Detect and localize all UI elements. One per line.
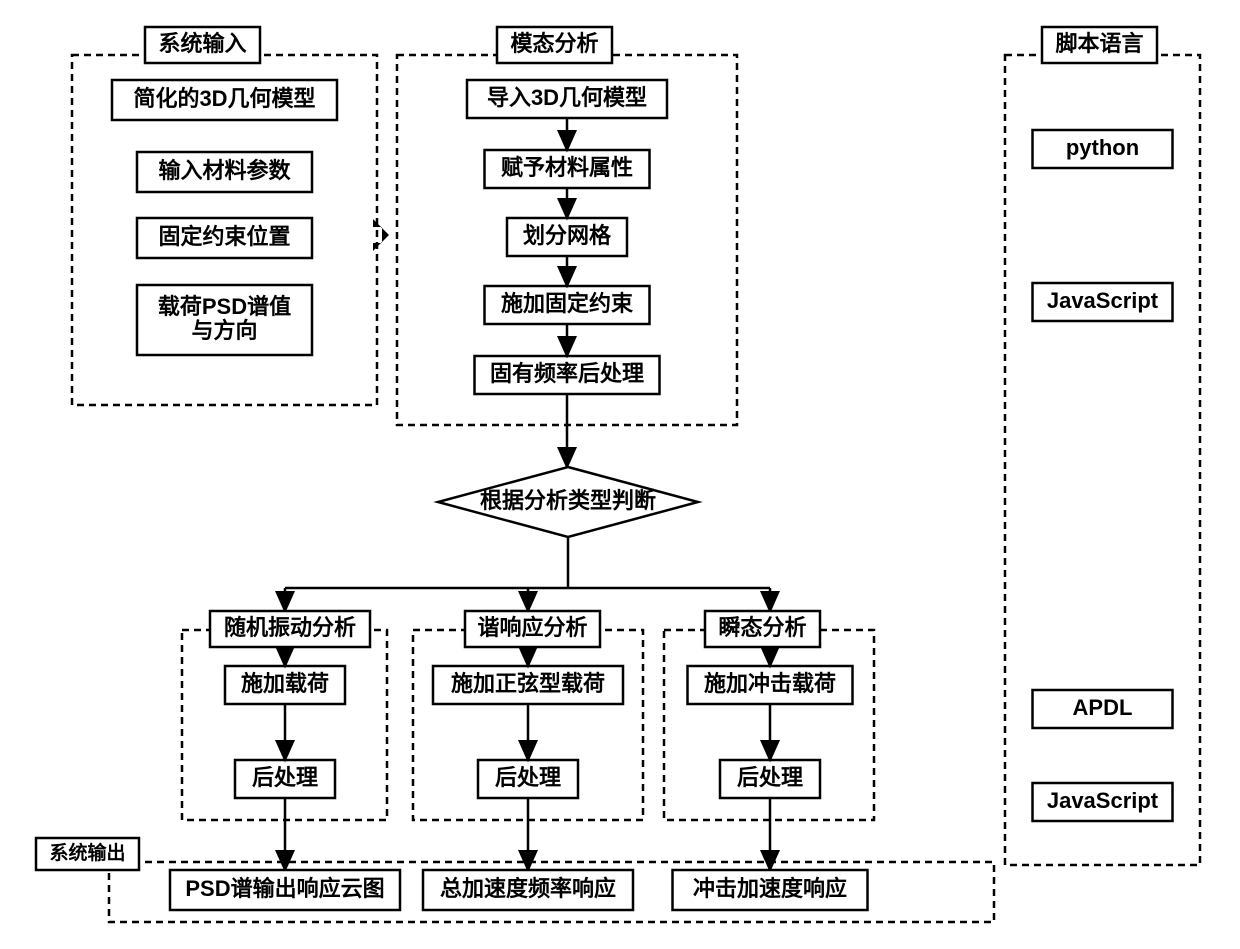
svg-text:后处理: 后处理 (252, 765, 318, 790)
svg-text:系统输入: 系统输入 (158, 31, 246, 56)
svg-text:脚本语言: 脚本语言 (1055, 31, 1143, 56)
svg-text:JavaScript: JavaScript (1047, 788, 1159, 813)
svg-text:python: python (1066, 135, 1139, 160)
svg-text:后处理: 后处理 (737, 765, 803, 790)
svg-text:划分网格: 划分网格 (523, 223, 612, 248)
svg-text:总加速度频率响应: 总加速度频率响应 (440, 876, 616, 901)
svg-text:谐响应分析: 谐响应分析 (477, 615, 587, 640)
svg-text:JavaScript: JavaScript (1047, 288, 1159, 313)
svg-text:简化的3D几何模型: 简化的3D几何模型 (133, 86, 315, 111)
svg-text:固定约束位置: 固定约束位置 (158, 224, 290, 249)
svg-text:APDL: APDL (1073, 695, 1133, 720)
svg-text:载荷PSD谱值: 载荷PSD谱值 (158, 294, 291, 319)
svg-text:施加冲击载荷: 施加冲击载荷 (704, 671, 836, 696)
svg-text:固有频率后处理: 固有频率后处理 (490, 361, 644, 386)
svg-text:导入3D几何模型: 导入3D几何模型 (487, 85, 647, 110)
svg-text:后处理: 后处理 (495, 765, 561, 790)
svg-text:施加固定约束: 施加固定约束 (501, 291, 634, 316)
svg-text:与方向: 与方向 (191, 318, 257, 343)
svg-text:PSD谱输出响应云图: PSD谱输出响应云图 (185, 876, 384, 901)
svg-text:系统输出: 系统输出 (49, 841, 125, 864)
svg-text:施加正弦型载荷: 施加正弦型载荷 (451, 671, 605, 696)
svg-text:根据分析类型判断: 根据分析类型判断 (480, 488, 656, 513)
svg-text:施加载荷: 施加载荷 (241, 671, 329, 696)
svg-text:模态分析: 模态分析 (510, 31, 598, 56)
svg-text:随机振动分析: 随机振动分析 (224, 615, 356, 640)
svg-text:瞬态分析: 瞬态分析 (718, 615, 806, 640)
svg-text:输入材料参数: 输入材料参数 (158, 158, 291, 183)
svg-text:冲击加速度响应: 冲击加速度响应 (693, 876, 847, 901)
svg-text:赋予材料属性: 赋予材料属性 (501, 155, 633, 180)
